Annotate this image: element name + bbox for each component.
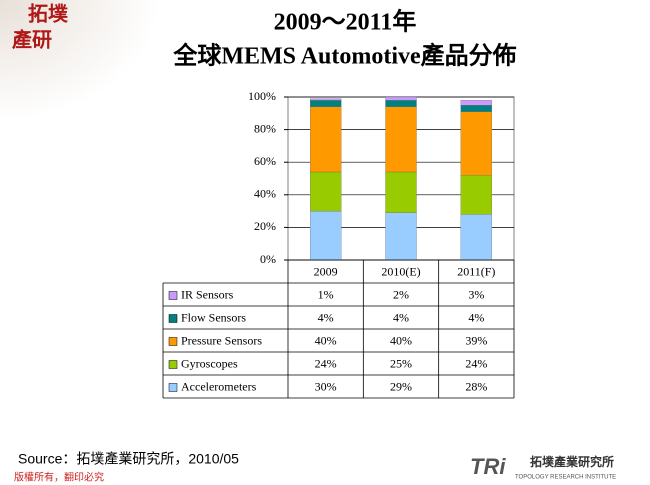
x-tick-label: 2010(E) bbox=[381, 264, 420, 278]
corner-shade bbox=[0, 0, 160, 120]
y-tick-label: 0% bbox=[260, 252, 276, 266]
legend-label: Accelerometers bbox=[181, 379, 257, 393]
chart-subtitle: 全球MEMS Automotive產品分佈 bbox=[172, 42, 516, 70]
value-label: 24% bbox=[315, 356, 337, 370]
legend-swatch bbox=[168, 360, 178, 369]
bar-segment bbox=[385, 171, 417, 213]
copyright: 版權所有，翻印必究 bbox=[14, 471, 104, 484]
bar-segment bbox=[460, 100, 492, 106]
legend-label: Gyroscopes bbox=[181, 356, 238, 370]
value-label: 24% bbox=[465, 356, 487, 370]
legend-label: Flow Sensors bbox=[181, 310, 246, 324]
chart-title: 2009～2011年 bbox=[274, 8, 417, 36]
y-tick-label: 100% bbox=[248, 89, 276, 103]
y-tick-label: 60% bbox=[254, 154, 276, 168]
value-label: 4% bbox=[318, 310, 334, 324]
y-tick-label: 20% bbox=[254, 219, 276, 233]
value-label: 25% bbox=[390, 356, 412, 370]
y-tick-label: 80% bbox=[254, 121, 276, 135]
bar-segment bbox=[310, 210, 342, 261]
bar-segment bbox=[385, 212, 417, 261]
logo-mark: TRi bbox=[470, 454, 506, 479]
value-label: 30% bbox=[315, 379, 337, 393]
legend-label: IR Sensors bbox=[181, 287, 234, 301]
bar-segment bbox=[460, 111, 492, 176]
bar-segment bbox=[310, 100, 342, 107]
bar-segment bbox=[385, 106, 417, 173]
value-label: 4% bbox=[468, 310, 484, 324]
legend-swatch bbox=[168, 314, 178, 323]
legend-swatch bbox=[168, 337, 178, 346]
logo-name: 拓墣產業研究所 bbox=[530, 454, 614, 469]
bar-segment bbox=[310, 106, 342, 173]
x-tick-label: 2009 bbox=[314, 264, 338, 278]
value-label: 39% bbox=[465, 333, 487, 347]
bar-segment bbox=[310, 171, 342, 212]
logo-top-1: 拓墣 bbox=[28, 3, 69, 26]
value-label: 29% bbox=[390, 379, 412, 393]
bar-segment bbox=[310, 98, 342, 101]
value-label: 40% bbox=[390, 333, 412, 347]
bar-segment bbox=[460, 105, 492, 112]
legend-swatch bbox=[168, 383, 178, 392]
bar-segment bbox=[385, 100, 417, 107]
x-tick-label: 2011(F) bbox=[457, 264, 495, 278]
bar-segment bbox=[460, 175, 492, 215]
legend-label: Pressure Sensors bbox=[181, 333, 262, 347]
value-label: 40% bbox=[315, 333, 337, 347]
value-label: 3% bbox=[468, 287, 484, 301]
bar-segment bbox=[385, 96, 417, 101]
value-label: 1% bbox=[318, 287, 334, 301]
logo-english: TOPOLOGY RESEARCH INSTITUTE bbox=[515, 475, 616, 481]
logo-top-2: 產研 bbox=[12, 28, 52, 52]
bar-segment bbox=[460, 214, 492, 261]
value-label: 2% bbox=[393, 287, 409, 301]
chart: 0% 20% 40% 60% 80% 100% 2009 2010(E) 2011(F) Acce… bbox=[162, 89, 515, 399]
value-label: 4% bbox=[393, 310, 409, 324]
value-label: 28% bbox=[465, 379, 487, 393]
source: Source：拓墣產業研究所，2010/05 bbox=[18, 451, 239, 467]
y-tick-label: 40% bbox=[254, 187, 276, 201]
legend-swatch bbox=[168, 291, 178, 300]
